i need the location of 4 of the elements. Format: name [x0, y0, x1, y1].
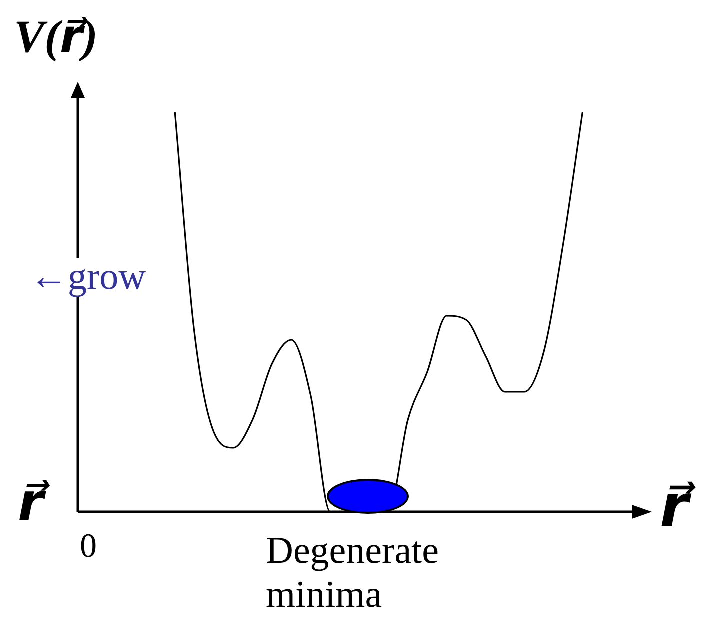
- annotation: ←grow: [30, 256, 146, 298]
- text: 0: [80, 528, 97, 565]
- y-axis-title: V(r⃗): [14, 11, 98, 62]
- text: Degenerate minima: [266, 530, 440, 618]
